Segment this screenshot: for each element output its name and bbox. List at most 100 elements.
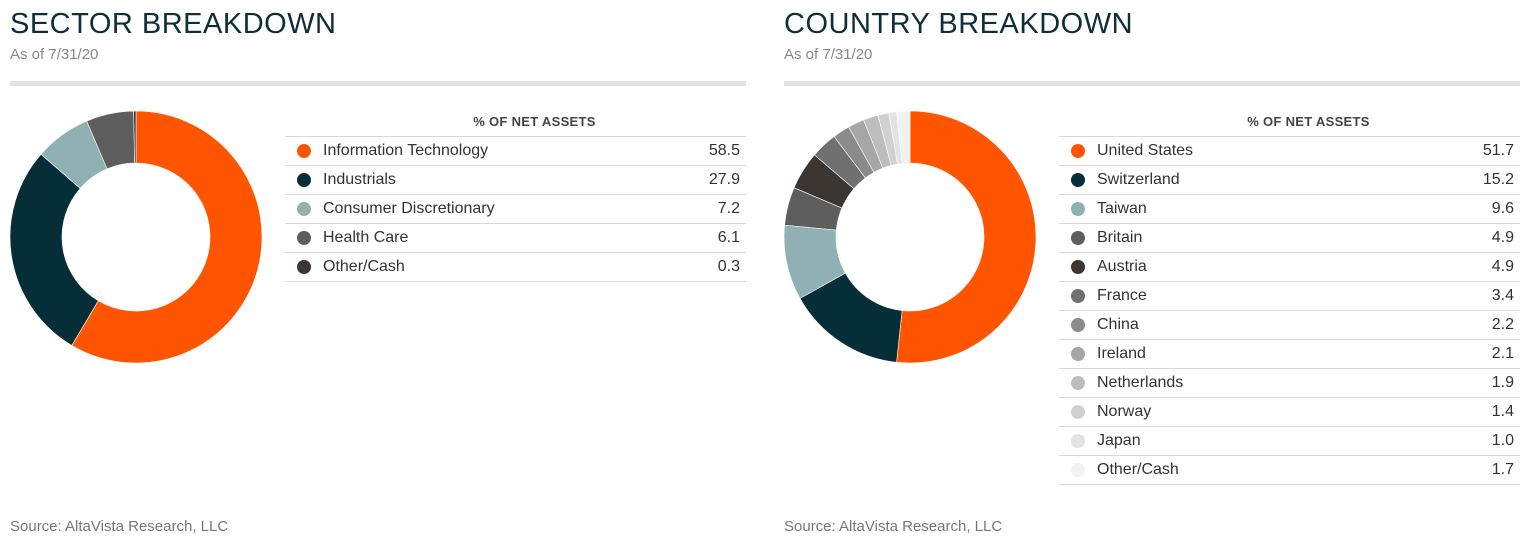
legend-swatch-cell: [1059, 252, 1097, 282]
legend-label: Other/Cash: [1097, 455, 1403, 485]
legend-swatch-cell: [1059, 397, 1097, 427]
legend-row-other-cash: Other/Cash 1.7: [1059, 455, 1520, 485]
legend-label: Norway: [1097, 397, 1403, 427]
table-header-row: % OF NET ASSETS: [285, 106, 746, 137]
legend-row-netherlands: Netherlands 1.9: [1059, 368, 1520, 398]
donut-slice-other-cash: [896, 111, 911, 164]
legend-label: Ireland: [1097, 339, 1403, 369]
legend-swatch-cell: [285, 136, 323, 166]
legend-label: United States: [1097, 136, 1403, 166]
legend-label: Consumer Discretionary: [323, 194, 671, 224]
legend-swatch-dot: [297, 201, 311, 216]
legend-label: Britain: [1097, 223, 1403, 253]
legend-label: Netherlands: [1097, 368, 1403, 398]
dot-column-header: [285, 106, 323, 137]
legend-label: Japan: [1097, 426, 1403, 456]
legend-row-consumer-discretionary: Consumer Discretionary 7.2: [285, 194, 746, 224]
legend-value: 7.2: [670, 194, 746, 224]
legend-swatch-dot: [1071, 201, 1085, 216]
legend-swatch-dot: [1071, 433, 1085, 448]
legend-swatch-cell: [1059, 339, 1097, 369]
legend-row-other-cash: Other/Cash 0.3: [285, 252, 746, 282]
legend-row-industrials: Industrials 27.9: [285, 165, 746, 195]
panel-subtitle: As of 7/31/20: [10, 46, 99, 63]
legend-row-united-states: United States 51.7: [1059, 136, 1520, 166]
legend-swatch-cell: [285, 252, 323, 282]
legend-swatch-cell: [285, 223, 323, 253]
legend-value: 4.9: [1402, 223, 1520, 253]
legend-swatch-dot: [1071, 346, 1085, 361]
legend-row-information-technology: Information Technology 58.5: [285, 136, 746, 166]
legend-row-britain: Britain 4.9: [1059, 223, 1520, 253]
source-note: Source: AltaVista Research, LLC: [10, 518, 229, 535]
legend-swatch-dot: [1071, 375, 1085, 390]
legend-value: 58.5: [670, 136, 746, 166]
legend-swatch-cell: [1059, 194, 1097, 224]
legend-value: 4.9: [1402, 252, 1520, 282]
legend-value: 9.6: [1402, 194, 1520, 224]
legend-swatch-dot: [297, 230, 311, 245]
legend-label: Austria: [1097, 252, 1403, 282]
legend-value: 6.1: [670, 223, 746, 253]
legend-row-china: China 2.2: [1059, 310, 1520, 340]
donut-slice-information-technology: [71, 111, 262, 363]
legend-swatch-cell: [1059, 455, 1097, 485]
country-donut-chart: [784, 111, 1036, 363]
legend-swatch-cell: [1059, 281, 1097, 311]
legend-label: France: [1097, 281, 1403, 311]
legend-swatch-dot: [1071, 172, 1085, 187]
legend-row-france: France 3.4: [1059, 281, 1520, 311]
legend-swatch-cell: [285, 194, 323, 224]
panel-subtitle: As of 7/31/20: [784, 46, 873, 63]
legend-swatch-cell: [1059, 136, 1097, 166]
percent-net-assets-header: % OF NET ASSETS: [323, 106, 746, 137]
table-header-row: % OF NET ASSETS: [1059, 106, 1520, 137]
panel-title: COUNTRY BREAKDOWN: [784, 8, 1134, 40]
legend-value: 0.3: [670, 252, 746, 282]
legend-row-austria: Austria 4.9: [1059, 252, 1520, 282]
legend-label: Health Care: [323, 223, 671, 253]
legend-value: 3.4: [1402, 281, 1520, 311]
donut-slice-other-cash: [133, 111, 137, 164]
legend-row-taiwan: Taiwan 9.6: [1059, 194, 1520, 224]
legend-label: Information Technology: [323, 136, 671, 166]
legend-swatch-cell: [1059, 223, 1097, 253]
panel-title: SECTOR BREAKDOWN: [10, 8, 337, 40]
legend-row-switzerland: Switzerland 15.2: [1059, 165, 1520, 195]
legend-value: 1.0: [1402, 426, 1520, 456]
legend-label: Switzerland: [1097, 165, 1403, 195]
sector-legend-table: % OF NET ASSETS Information Technology 58…: [285, 106, 746, 282]
legend-swatch-dot: [1071, 288, 1085, 303]
legend-row-japan: Japan 1.0: [1059, 426, 1520, 456]
legend-swatch-cell: [285, 165, 323, 195]
divider: [784, 81, 1520, 86]
legend-swatch-cell: [1059, 426, 1097, 456]
legend-value: 1.9: [1402, 368, 1520, 398]
legend-row-norway: Norway 1.4: [1059, 397, 1520, 427]
legend-swatch-dot: [1071, 143, 1085, 158]
legend-swatch-dot: [297, 143, 311, 158]
legend-swatch-dot: [1071, 317, 1085, 332]
legend-value: 1.7: [1402, 455, 1520, 485]
legend-swatch-dot: [1071, 404, 1085, 419]
country-breakdown-panel: COUNTRY BREAKDOWN As of 7/31/20 % OF NET…: [784, 0, 1520, 544]
sector-breakdown-panel: SECTOR BREAKDOWN As of 7/31/20 % OF NET …: [10, 0, 746, 544]
legend-swatch-cell: [1059, 368, 1097, 398]
legend-value: 1.4: [1402, 397, 1520, 427]
legend-label: Taiwan: [1097, 194, 1403, 224]
legend-swatch-cell: [1059, 165, 1097, 195]
legend-swatch-dot: [1071, 230, 1085, 245]
legend-label: China: [1097, 310, 1403, 340]
legend-label: Other/Cash: [323, 252, 671, 282]
legend-value: 15.2: [1402, 165, 1520, 195]
divider: [10, 81, 746, 86]
legend-swatch-dot: [1071, 462, 1085, 477]
legend-value: 2.2: [1402, 310, 1520, 340]
legend-label: Industrials: [323, 165, 671, 195]
legend-row-health-care: Health Care 6.1: [285, 223, 746, 253]
legend-value: 51.7: [1402, 136, 1520, 166]
dot-column-header: [1059, 106, 1097, 137]
donut-slice-united-states: [896, 111, 1036, 363]
legend-swatch-dot: [297, 259, 311, 274]
legend-value: 2.1: [1402, 339, 1520, 369]
